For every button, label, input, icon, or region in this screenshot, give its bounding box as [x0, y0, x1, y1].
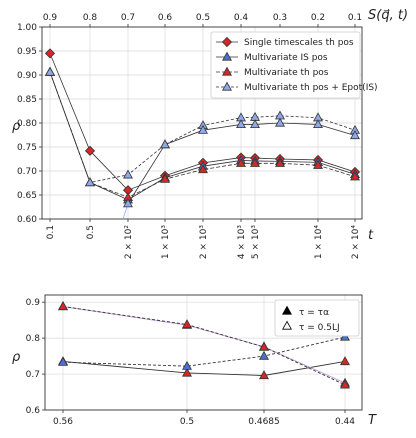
y-tick-label: 0.70 — [17, 167, 37, 177]
x-tick-label: 2 × 10³ — [199, 225, 209, 259]
data-point — [259, 341, 269, 351]
x-tick-label: 2 × 10⁴ — [351, 225, 361, 259]
x-top-tick-label: 0.3 — [273, 13, 287, 23]
data-point — [259, 370, 269, 380]
data-point — [85, 177, 95, 187]
legend-marker — [222, 51, 232, 61]
x-top-tick-label: 0.1 — [348, 13, 362, 23]
data-point — [340, 379, 350, 389]
x-tick-label: 0.44 — [335, 417, 355, 427]
x-top-tick-label: 0.7 — [121, 13, 135, 23]
data-point — [58, 356, 68, 366]
legend-label: τ = τα — [299, 308, 329, 318]
data-point — [198, 124, 208, 134]
x-tick-label: 0.4685 — [248, 417, 280, 427]
y-tick-label: 0.95 — [17, 47, 37, 57]
data-point — [160, 139, 170, 149]
x-tick-label: 4 × 10³ — [237, 225, 247, 259]
legend-marker — [282, 320, 292, 330]
data-point — [160, 173, 170, 183]
bottom-panel-ylabel: ρ — [12, 350, 21, 365]
data-point — [250, 119, 260, 129]
x-tick-label: 1 × 10³ — [161, 225, 171, 259]
data-point — [236, 119, 246, 129]
legend-label: Multivariate IS pos — [244, 53, 328, 63]
y-tick-label: 1.00 — [17, 23, 37, 33]
legend-box — [274, 299, 360, 337]
bottom-panel: 0.6 0.7 0.8 0.9 0.56 0.5 0.4685 0.44 τ = τα τ = 0… — [26, 294, 363, 427]
top-panel: 0.60 0.65 0.70 0.75 0.80 0.85 0.90 0.95 1.00 0.1 0… — [17, 13, 378, 259]
x-tick-label: 0.56 — [53, 417, 73, 427]
data-point — [350, 171, 360, 181]
data-point — [236, 157, 246, 167]
legend-label: τ = 0.5LJ — [299, 323, 340, 333]
legend-label: Multivariate th pos + Epot(IS) — [244, 83, 378, 93]
bottom-panel-xlabel: T — [368, 413, 377, 428]
y-tick-label: 0.6 — [26, 406, 41, 416]
y-tick-label: 0.7 — [26, 370, 40, 380]
legend-box — [210, 31, 361, 99]
x-top-tick-label: 0.5 — [196, 13, 210, 23]
series-line — [49, 71, 356, 183]
y-tick-label: 0.65 — [17, 191, 37, 201]
data-point — [198, 164, 208, 174]
data-point — [84, 145, 96, 156]
y-tick-label: 0.75 — [17, 143, 37, 153]
x-tick-label: 1 × 10⁴ — [314, 225, 324, 259]
x-top-tick-label: 0.8 — [83, 13, 98, 23]
data-point — [45, 66, 55, 76]
series-line — [62, 361, 346, 376]
data-point — [350, 130, 360, 140]
legend-marker — [282, 305, 292, 315]
data-point — [259, 350, 269, 360]
data-point — [182, 319, 192, 329]
data-point — [340, 356, 350, 366]
data-point — [58, 301, 68, 311]
series-line — [49, 71, 356, 201]
y-tick-label: 0.80 — [17, 119, 37, 129]
data-point — [313, 119, 323, 129]
y-tick-label: 0.85 — [17, 95, 37, 105]
legend-label: Single timescales th pos — [244, 38, 354, 48]
x-tick-label: 0.5 — [180, 417, 194, 427]
x-top-tick-label: 0.9 — [43, 13, 58, 23]
x-tick-label: 0.5 — [86, 225, 96, 239]
series-line — [62, 306, 346, 386]
x-top-tick-label: 0.6 — [158, 13, 173, 23]
data-point — [123, 169, 133, 179]
legend-marker — [221, 36, 233, 48]
series-line — [49, 53, 356, 191]
data-point — [182, 367, 192, 377]
series-line — [62, 336, 346, 367]
data-point — [250, 157, 260, 167]
y-tick-label: 0.90 — [17, 71, 37, 81]
series-line — [127, 122, 356, 204]
legend-marker — [222, 81, 232, 91]
x-tick-label: 5 × 10³ — [251, 225, 261, 259]
legend-label: Multivariate th pos — [244, 68, 329, 78]
data-point — [44, 48, 56, 59]
data-point — [275, 157, 285, 167]
data-point — [123, 198, 133, 208]
plot-frame — [44, 294, 363, 411]
x-tick-label: 0.1 — [46, 225, 56, 239]
top-panel-xlabel: t — [368, 228, 374, 243]
data-point — [275, 117, 285, 127]
top-panel-xlabel-top: S(q⃗, t) — [368, 8, 408, 23]
data-point — [313, 159, 323, 169]
x-top-tick-label: 0.4 — [234, 13, 249, 23]
x-top-tick-label: 0.2 — [311, 13, 325, 23]
y-tick-label: 0.60 — [17, 215, 37, 225]
data-point — [182, 360, 192, 370]
y-tick-label: 0.9 — [26, 298, 41, 308]
y-tick-label: 0.8 — [26, 334, 41, 344]
legend-marker — [222, 66, 232, 76]
x-tick-label: 2 × 10² — [124, 225, 134, 259]
top-panel-ylabel: ρ — [12, 119, 21, 134]
